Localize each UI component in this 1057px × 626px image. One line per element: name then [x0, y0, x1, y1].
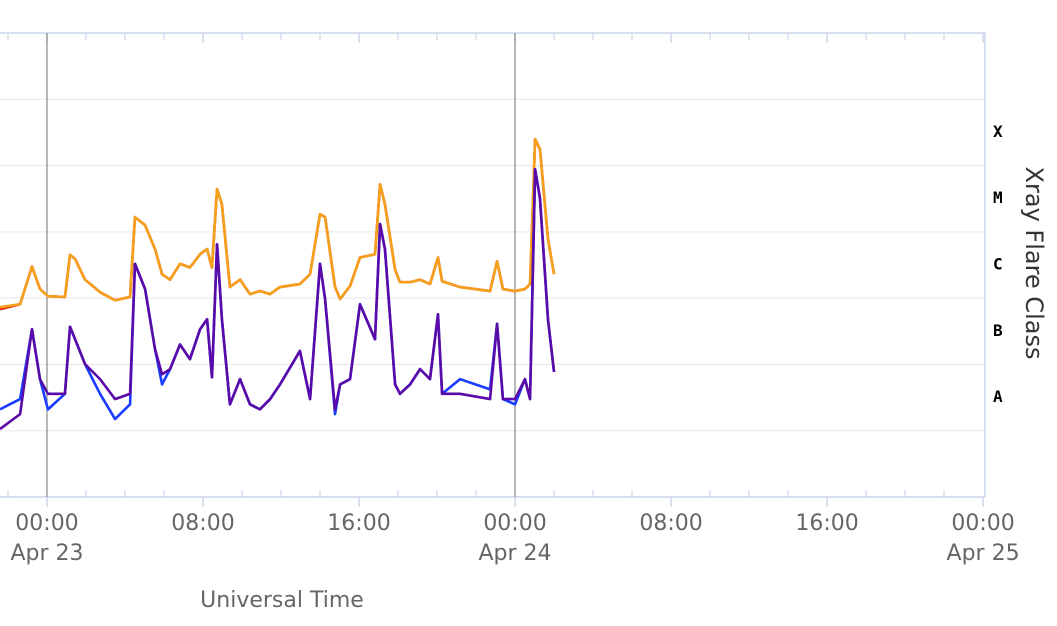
- series-line: [0, 167, 556, 421]
- x-tick-label: 00:00: [483, 511, 546, 536]
- x-tick-label: 00:00: [951, 511, 1014, 536]
- x-tick-label: 08:00: [639, 511, 702, 536]
- x-tick-label: 08:00: [171, 511, 234, 536]
- series-line: [0, 167, 556, 431]
- y2-axis-title: Xray Flare Class: [1020, 167, 1048, 360]
- x-tick-date: Apr 24: [479, 541, 552, 566]
- flare-class-label: X: [993, 122, 1003, 141]
- x-tick-label: 00:00: [15, 511, 78, 536]
- flare-class-label: C: [993, 255, 1003, 274]
- x-axis-title: Universal Time: [200, 588, 364, 613]
- flare-class-label: A: [993, 387, 1003, 406]
- series-line: [0, 137, 556, 311]
- series-group: [0, 137, 556, 431]
- x-tick-label: 16:00: [327, 511, 390, 536]
- x-tick-date: Apr 23: [10, 541, 83, 566]
- series-line: [0, 137, 556, 309]
- x-tick-date: Apr 25: [947, 541, 1020, 566]
- x-tick-label: 16:00: [795, 511, 858, 536]
- flare-class-label: M: [993, 188, 1003, 207]
- flare-class-label: B: [993, 321, 1003, 340]
